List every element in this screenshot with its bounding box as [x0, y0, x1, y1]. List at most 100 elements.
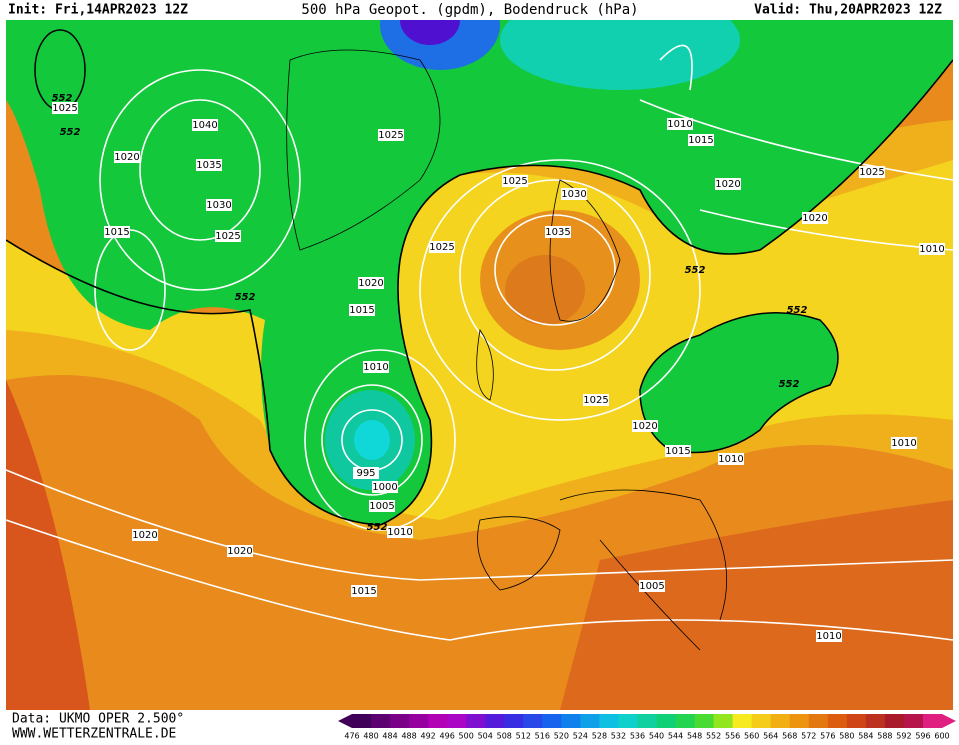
colorbar-cell: [884, 714, 905, 728]
isobar-label: 1015: [349, 305, 374, 316]
label-box: [859, 166, 885, 178]
field-green: [6, 20, 953, 525]
label-box: [369, 500, 395, 512]
isobar-label: 1025: [859, 167, 884, 178]
colorbar: 476 480 484 488 492 496 500 504 508 512 516 520 524 5…: [338, 714, 956, 741]
label-box: [891, 437, 917, 449]
label-box: [227, 545, 253, 557]
colorbar-label: 520: [554, 732, 569, 741]
coastlines: [286, 49, 728, 651]
isobar-label: 1000: [372, 482, 397, 493]
colorbar-label: 488: [401, 732, 416, 741]
isobar-label: 1020: [715, 179, 740, 190]
isobar-label: 1020: [632, 421, 657, 432]
init-time: Init: Fri,14APR2023 12Z: [8, 3, 188, 18]
label-box: [665, 445, 691, 457]
label-box: [816, 630, 842, 642]
isobar-label: 1010: [816, 631, 841, 642]
label-box: [358, 277, 384, 289]
isobar-label: 552: [779, 379, 800, 390]
colorbar-label: 580: [839, 732, 854, 741]
colorbar-label: 556: [725, 732, 740, 741]
field-high: [505, 255, 585, 325]
colorbar-label: 572: [801, 732, 816, 741]
label-box: [639, 580, 665, 592]
colorbar-label: 516: [535, 732, 550, 741]
valid-time: Valid: Thu,20APR2023 12Z: [754, 3, 942, 18]
label-box: [545, 226, 571, 238]
label-box: [206, 199, 232, 211]
field-warm: [560, 500, 953, 710]
website: WWW.WETTERZENTRALE.DE: [12, 727, 176, 742]
colorbar-cell: [865, 714, 886, 728]
colorbar-cell: [390, 714, 410, 728]
colorbar-cell: [466, 714, 486, 728]
colorbar-cell: [732, 714, 753, 728]
colorbar-arrow: [942, 714, 956, 728]
colorbar-label: 536: [630, 732, 645, 741]
colorbar-label: 588: [877, 732, 892, 741]
colorbar-cell: [637, 714, 658, 728]
colorbar-cell: [694, 714, 715, 728]
isobar-label: 1040: [192, 120, 217, 131]
isobar-label: 1020: [358, 278, 383, 289]
data-source: Data: UKMO OPER 2.500°: [12, 712, 184, 727]
colorbar-label: 548: [687, 732, 702, 741]
colorbar-cell: [751, 714, 772, 728]
colorbar-cell: [656, 714, 677, 728]
label-box: [132, 529, 158, 541]
isobar-label: 1035: [196, 160, 221, 171]
label-box: [387, 526, 413, 538]
colorbar-cell: [789, 714, 810, 728]
isobar-label: 1020: [132, 530, 157, 541]
isobar-label: 1025: [52, 103, 77, 114]
colorbar-arrow: [338, 714, 352, 728]
colorbar-label: 552: [706, 732, 721, 741]
colorbar-cell: [485, 714, 505, 728]
colorbar-label: 480: [363, 732, 378, 741]
isobars: [6, 44, 953, 641]
colorbar-label: 476: [344, 732, 359, 741]
label-box: [667, 118, 693, 130]
isobar-label: 1030: [206, 200, 231, 211]
isobar-label: 1025: [378, 130, 403, 141]
colorbar-cell: [827, 714, 848, 728]
colorbar-cell: [371, 714, 391, 728]
isobar-label: 552: [52, 93, 73, 104]
isobar-label: 552: [685, 265, 706, 276]
colorbar-cell: [409, 714, 429, 728]
label-box: [688, 134, 714, 146]
label-box: [363, 361, 389, 373]
label-box: [52, 102, 78, 114]
isobar-label: 1025: [429, 242, 454, 253]
colorbar-label: 540: [649, 732, 664, 741]
label-box: [429, 241, 455, 253]
isobar-label: 552: [235, 292, 256, 303]
isobar-label: 1015: [351, 586, 376, 597]
label-box: [114, 151, 140, 163]
isobar-label: 552: [60, 127, 81, 138]
field-low: [354, 420, 390, 460]
isobar-label: 1020: [114, 152, 139, 163]
isobar-label: 1020: [802, 213, 827, 224]
isobar-label: 1010: [891, 438, 916, 449]
colorbar-cell: [580, 714, 600, 728]
colorbar-cell: [713, 714, 734, 728]
label-box: [192, 119, 218, 131]
colorbar-label: 496: [440, 732, 455, 741]
isobar-label: 1015: [688, 135, 713, 146]
colorbar-label: 500: [459, 732, 474, 741]
colorbar-label: 528: [592, 732, 607, 741]
colorbar-cell: [523, 714, 543, 728]
colorbar-label: 596: [915, 732, 930, 741]
colorbar-label: 564: [763, 732, 778, 741]
colorbar-label: 576: [820, 732, 835, 741]
isobar-label: 1005: [639, 581, 664, 592]
isobar-label: 1025: [583, 395, 608, 406]
colorbar-label: 532: [611, 732, 626, 741]
label-box: [502, 175, 528, 187]
label-box: [583, 394, 609, 406]
label-box: [351, 585, 377, 597]
colorbar-cell: [922, 714, 943, 728]
